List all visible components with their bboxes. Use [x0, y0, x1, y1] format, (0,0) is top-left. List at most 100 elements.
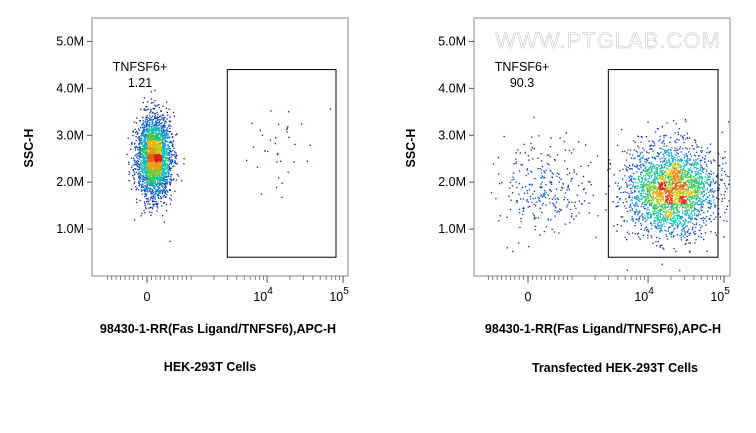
event-dot	[725, 208, 728, 210]
event-dot	[695, 164, 697, 166]
event-dot	[645, 204, 647, 206]
event-dot	[156, 128, 158, 130]
event-dot	[651, 168, 653, 170]
event-dot	[149, 112, 151, 114]
event-dot	[629, 209, 631, 212]
event-dot	[163, 126, 165, 128]
event-dot	[154, 137, 156, 139]
event-dot	[159, 133, 161, 135]
event-dot	[170, 182, 172, 184]
event-dot	[155, 137, 157, 140]
event-dot	[520, 218, 522, 220]
event-dot	[269, 139, 272, 141]
event-dot	[653, 214, 655, 216]
event-dot	[145, 143, 148, 145]
event-dot	[701, 192, 703, 195]
event-dot	[651, 140, 653, 142]
event-dot	[714, 204, 717, 207]
event-dot	[712, 190, 714, 192]
event-dot	[645, 203, 647, 205]
event-dot	[643, 184, 645, 186]
event-dot	[534, 178, 536, 180]
event-dot	[659, 213, 662, 215]
event-dot	[630, 199, 632, 201]
event-dot	[143, 127, 145, 129]
event-dot	[689, 158, 691, 160]
event-dot	[550, 137, 552, 139]
event-dot	[548, 164, 550, 166]
event-dot	[161, 134, 163, 137]
event-dot	[151, 112, 153, 114]
event-dot	[153, 176, 155, 178]
event-dot	[641, 187, 644, 189]
event-dot	[148, 182, 150, 184]
event-dot	[155, 158, 157, 160]
event-dot	[650, 196, 652, 198]
event-dot	[143, 162, 146, 164]
event-dot	[642, 164, 644, 166]
event-dot	[156, 157, 158, 160]
event-dot	[696, 182, 698, 184]
event-dot	[660, 169, 662, 171]
event-dot	[533, 116, 535, 119]
event-dot	[515, 152, 517, 154]
event-dot	[173, 165, 175, 167]
event-dot	[721, 169, 723, 171]
event-dot	[169, 240, 171, 243]
event-dot	[646, 190, 648, 192]
event-dot	[159, 189, 162, 191]
event-dot	[578, 212, 580, 214]
event-dot	[662, 169, 665, 172]
event-dot	[164, 138, 166, 140]
event-dot	[163, 179, 165, 182]
event-dot	[623, 220, 625, 222]
event-dot	[140, 190, 143, 192]
event-dot	[155, 148, 157, 150]
event-dot	[687, 230, 689, 232]
event-dot	[160, 158, 162, 161]
event-dot	[654, 225, 656, 227]
event-dot	[519, 170, 521, 172]
event-dot	[617, 205, 620, 207]
event-dot	[162, 156, 165, 158]
event-dot	[137, 137, 139, 139]
event-dot	[165, 134, 167, 136]
event-dot	[659, 153, 661, 155]
event-dot	[164, 130, 166, 132]
event-dot	[165, 140, 168, 142]
event-dot	[549, 182, 551, 184]
event-dot	[165, 136, 167, 138]
event-dot	[681, 159, 684, 161]
event-dot	[177, 175, 180, 177]
event-dot	[681, 225, 683, 228]
event-dot	[150, 188, 152, 190]
event-dot	[689, 196, 692, 198]
event-dot	[156, 147, 158, 150]
event-dot	[139, 180, 142, 182]
event-dot	[672, 213, 674, 215]
event-dot	[146, 142, 148, 144]
event-dot	[158, 168, 160, 171]
event-dot	[677, 215, 679, 218]
event-dot	[156, 149, 158, 152]
event-dot	[165, 131, 167, 133]
event-dot	[709, 203, 711, 205]
event-dot	[155, 170, 157, 172]
event-dot	[147, 181, 150, 183]
event-dot	[709, 143, 712, 145]
event-dot	[707, 191, 710, 193]
event-dot	[655, 171, 658, 173]
event-dot	[566, 206, 568, 208]
event-dot	[169, 183, 171, 185]
event-dot	[684, 231, 686, 233]
event-dot	[134, 162, 136, 164]
event-dot	[160, 126, 162, 128]
event-dot	[648, 152, 650, 154]
event-dot	[156, 160, 158, 163]
event-dot	[166, 118, 168, 120]
event-dot	[684, 206, 686, 208]
event-dot	[728, 121, 730, 123]
event-dot	[143, 140, 145, 143]
event-dot	[644, 190, 646, 192]
event-dot	[162, 180, 164, 182]
